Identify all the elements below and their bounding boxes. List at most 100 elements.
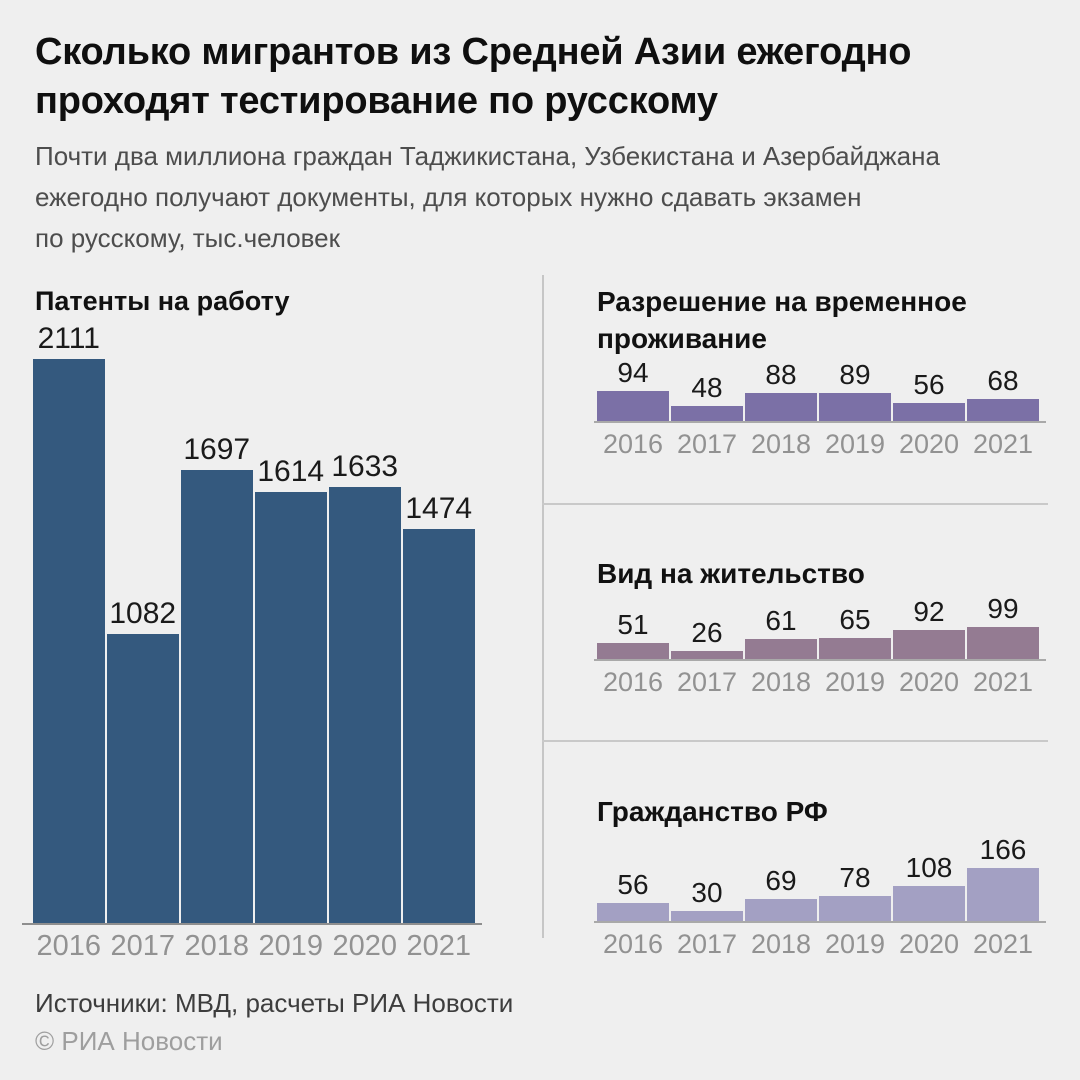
bar-2019 [819,896,891,921]
bar-2016 [33,359,105,923]
bar-year-label: 2018 [750,429,812,459]
bar-2017 [671,651,743,659]
x-axis-line [594,659,1046,661]
bar-2019 [819,393,891,421]
bar-year-label: 2021 [972,667,1034,697]
bar-year-label: 2021 [972,429,1034,459]
bar-2021 [967,399,1039,421]
bar-2020 [893,403,965,421]
bar-value-label: 69 [765,865,797,896]
bar-value-label: 108 [905,852,953,883]
bar-year-label: 2020 [898,667,960,697]
bar-value-label: 1082 [109,597,177,630]
bar-2021 [967,868,1039,921]
bar-year-label: 2018 [750,929,812,959]
bar-2021 [967,627,1039,659]
bar-year-label: 2020 [898,929,960,959]
bar-value-label: 1614 [257,455,325,488]
bar-value-label: 94 [617,357,649,388]
bar-2019 [819,638,891,659]
bar-year-label: 2017 [676,429,738,459]
chart-plot-residence-permit: 51 2016 26 2017 61 2018 65 2019 92 2020 99 2021 [542,505,1080,741]
bar-2019 [255,492,327,923]
bar-value-label: 48 [691,372,723,403]
bar-year-label: 2016 [36,930,101,962]
bar-year-label: 2021 [972,929,1034,959]
bar-2018 [745,899,817,921]
page-title: Сколько мигрантов из Средней Азии ежегод… [35,28,912,126]
bar-2018 [745,639,817,659]
bar-value-label: 1633 [331,450,399,483]
page-subtitle: Почти два миллиона граждан Таджикистана,… [35,136,940,259]
page-subtitle-line-2: ежегодно получают документы, для которых… [35,182,862,212]
bar-value-label: 26 [691,617,723,648]
bar-value-label: 1474 [405,492,473,525]
bar-value-label: 61 [765,605,797,636]
bar-year-label: 2019 [824,929,886,959]
chart-title-citizenship: Гражданство РФ [597,796,828,827]
bar-year-label: 2018 [184,930,249,962]
page-title-line-1: Сколько мигрантов из Средней Азии ежегод… [35,31,912,73]
copyright-note: © РИА Новости [35,1026,223,1056]
bar-value-label: 166 [979,834,1027,865]
bar-year-label: 2018 [750,667,812,697]
bar-year-label: 2016 [602,429,664,459]
chart-work-patents: Патенты на работу 2111 2016 1082 2017 1697 20… [0,280,540,970]
bar-value-label: 51 [617,609,649,640]
bar-value-label: 68 [987,365,1019,396]
chart-citizenship: Гражданство РФ 56 2016 30 2017 69 2018 78 2019 1… [542,742,1080,970]
bar-2018 [181,470,253,923]
chart-plot-work-patents: 2111 2016 1082 2017 1697 2018 1614 2019 1633 2020… [0,280,540,970]
bar-year-label: 2019 [258,930,323,962]
bar-value-label: 2111 [37,322,100,355]
horizontal-divider-2 [542,740,1048,742]
bar-year-label: 2020 [332,930,397,962]
bar-year-label: 2020 [898,429,960,459]
bar-value-label: 92 [913,596,945,627]
chart-residence-permit: Вид на жительство 51 2016 26 2017 61 2018 65 20… [542,505,1080,741]
page-subtitle-line-1: Почти два миллиона граждан Таджикистана,… [35,141,940,171]
chart-title-residence-permit: Вид на жительство [597,558,865,589]
bar-value-label: 89 [839,359,871,390]
page-subtitle-line-3: по русскому, тыс.человек [35,223,341,253]
chart-title-temporary-residence-permit: Разрешение на временное проживание [597,286,967,354]
x-axis-line [594,921,1046,923]
x-axis-line [22,923,482,925]
bar-2018 [745,393,817,421]
page-title-line-2: проходят тестирование по русскому [35,80,718,122]
bar-year-label: 2019 [824,667,886,697]
bar-2016 [597,903,669,921]
bar-year-label: 2016 [602,929,664,959]
bar-value-label: 1697 [183,433,251,466]
bar-value-label: 56 [913,369,945,400]
bar-value-label: 65 [839,604,871,635]
bar-year-label: 2019 [824,429,886,459]
chart-temporary-residence-permit: Разрешение на временное проживание 94 201… [542,275,1080,504]
x-axis-line [594,421,1046,423]
horizontal-divider-1 [542,503,1048,505]
bar-year-label: 2017 [110,930,175,962]
bar-value-label: 78 [839,862,871,893]
sources-note: Источники: МВД, расчеты РИА Новости [35,988,514,1018]
bar-year-label: 2017 [676,929,738,959]
bar-value-label: 30 [691,877,723,908]
bar-2020 [893,630,965,659]
vertical-divider [542,275,544,938]
bar-2017 [671,406,743,421]
bar-year-label: 2016 [602,667,664,697]
bar-year-label: 2021 [406,930,471,962]
chart-title-work-patents: Патенты на работу [35,286,290,316]
bar-2017 [671,911,743,921]
chart-plot-citizenship: 56 2016 30 2017 69 2018 78 2019 108 2020 166 2021 [542,742,1080,970]
bar-2020 [893,886,965,921]
bar-2020 [329,487,401,923]
bar-2017 [107,634,179,923]
bar-value-label: 99 [987,593,1019,624]
bar-2021 [403,529,475,923]
bar-value-label: 56 [617,869,649,900]
bar-value-label: 88 [765,359,797,390]
bar-year-label: 2017 [676,667,738,697]
bar-2016 [597,643,669,659]
chart-plot-temporary-residence-permit: 94 2016 48 2017 88 2018 89 2019 56 2020 68 2021 [542,275,1080,504]
